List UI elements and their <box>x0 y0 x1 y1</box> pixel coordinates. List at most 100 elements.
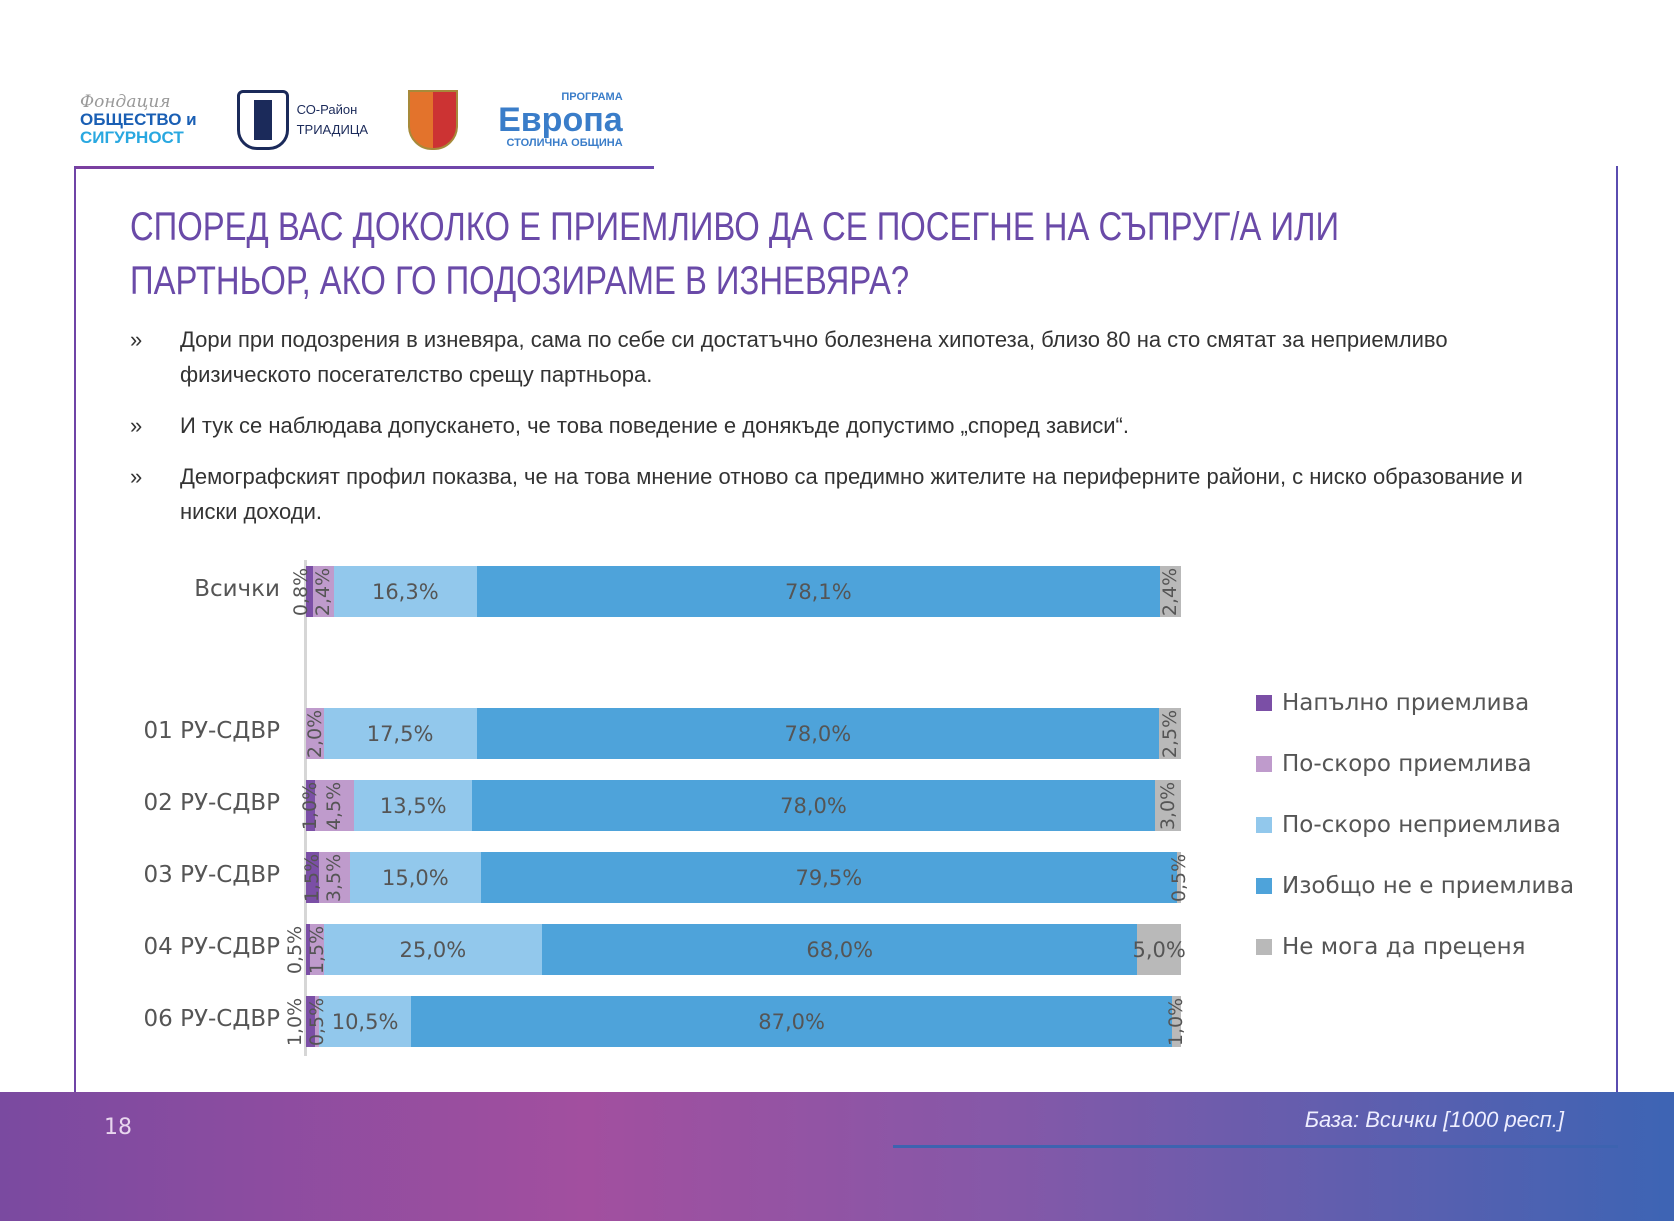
data-label-holder: 0,5% <box>284 924 306 975</box>
bar-segment <box>1160 566 1181 617</box>
data-label-holder: 68,0% <box>542 924 1137 975</box>
data-label: 0,8% <box>290 567 313 616</box>
legend-swatch <box>1256 877 1272 894</box>
y-axis-line <box>304 560 307 1056</box>
data-label: 78,0% <box>784 721 852 746</box>
data-label-holder: 15,0% <box>350 852 481 903</box>
bar-segment <box>472 780 1155 831</box>
bar-segment <box>1176 852 1181 903</box>
legend-label: Не мога да преценя <box>1282 933 1526 960</box>
data-label-holder: 13,5% <box>354 780 472 831</box>
bar-segment <box>319 996 411 1047</box>
legend-swatch <box>1256 816 1272 833</box>
data-label: 78,1% <box>784 579 852 604</box>
data-label: 2,0% <box>303 709 326 758</box>
data-label-holder: 25,0% <box>324 924 543 975</box>
bar-segment <box>334 566 477 617</box>
category-label: 01 РУ-СДВР <box>143 718 280 744</box>
data-label: 1,0% <box>299 781 322 830</box>
logos: Фондация ОБЩЕСТВО и СИГУРНОСТ СО-Район ТРИА… <box>80 85 623 155</box>
data-label-holder: 87,0% <box>411 996 1172 1047</box>
legend-label: Изобщо не е приемлива <box>1282 872 1575 899</box>
data-label: 5,0% <box>1132 937 1186 962</box>
bar-segment <box>306 852 320 903</box>
bar-segment <box>1159 708 1181 759</box>
data-label: 2,4% <box>1159 567 1182 616</box>
data-label-holder: 3,5% <box>323 852 345 903</box>
category-label: 03 РУ-СДВР <box>143 862 280 888</box>
page-title: СПОРЕД ВАС ДОКОЛКО Е ПРИЕМЛИВО ДА СЕ ПОС… <box>130 205 1340 303</box>
data-label: 10,5% <box>331 1009 399 1034</box>
bar-segment <box>1137 924 1181 975</box>
category-label: 06 РУ-СДВР <box>143 1006 280 1032</box>
bullet-item: » Дори при подозрения в изневяра, сама по… <box>130 327 1448 387</box>
data-label-holder: 1,0% <box>299 780 321 831</box>
bullet-item: » И тук се наблюдава допускането, че това… <box>130 413 1129 438</box>
data-label-holder: 1,0% <box>1166 996 1188 1047</box>
bar-segment <box>306 566 313 617</box>
category-label: 04 РУ-СДВР <box>143 934 280 960</box>
data-label: 1,5% <box>301 853 324 902</box>
bar-segment <box>306 780 315 831</box>
bar-segment <box>310 924 324 975</box>
data-label: 0,5% <box>283 925 306 974</box>
logo-sofia-crest <box>408 90 459 150</box>
data-label: 3,0% <box>1156 781 1179 830</box>
legend-item: Напълно приемлива <box>1256 672 1574 733</box>
data-label-holder: 0,8% <box>291 566 313 617</box>
bullet-list: » Дори при подозрения в изневяра, сама по… <box>130 322 1530 545</box>
data-label-holder: 1,0% <box>284 996 306 1047</box>
data-label: 79,5% <box>795 865 863 890</box>
logo-programa-evropa: ПРОГРАМА Европа СТОЛИЧНА ОБЩИНА <box>498 91 623 149</box>
bar-segment <box>306 708 324 759</box>
legend-label: По-скоро неприемлива <box>1282 811 1561 838</box>
data-label-holder: 78,1% <box>477 566 1160 617</box>
frame-left <box>74 166 76 1148</box>
data-label: 13,5% <box>379 793 447 818</box>
footer-line <box>893 1145 1618 1148</box>
data-label: 2,5% <box>1159 709 1182 758</box>
bar-segment <box>1154 780 1181 831</box>
data-label-holder: 10,5% <box>319 996 411 1047</box>
data-label: 2,4% <box>312 567 335 616</box>
logo-society-security: Фондация ОБЩЕСТВО и СИГУРНОСТ <box>80 92 197 147</box>
data-label: 68,0% <box>806 937 874 962</box>
bar-segment <box>323 708 477 759</box>
data-label-holder: 4,5% <box>323 780 345 831</box>
logo-triaditsa: СО-Район ТРИАДИЦА <box>236 90 368 150</box>
legend-item: Изобщо не е приемлива <box>1256 855 1574 916</box>
data-label: 15,0% <box>382 865 449 890</box>
data-label-holder: 5,0% <box>1132 924 1185 975</box>
bar-segment <box>314 780 355 831</box>
legend-swatch <box>1256 755 1272 772</box>
data-label-holder: 1,5% <box>301 852 323 903</box>
data-label-holder: 2,4% <box>1160 566 1182 617</box>
legend-item: По-скоро неприемлива <box>1256 794 1574 855</box>
data-label: 1,0% <box>283 997 306 1046</box>
bar-segment <box>1172 996 1181 1047</box>
divider <box>75 166 654 169</box>
legend-label: Напълно приемлива <box>1282 689 1530 716</box>
bar-segment <box>542 924 1138 975</box>
bar-segment <box>349 852 481 903</box>
legend-swatch <box>1256 694 1272 711</box>
frame-right <box>1616 166 1618 1148</box>
data-label: 16,3% <box>371 579 439 604</box>
data-label: 1,0% <box>1165 997 1188 1046</box>
chart-legend: Напълно приемлива По-скоро приемлива По-ск… <box>1256 672 1574 977</box>
category-label: 02 РУ-СДВР <box>143 790 280 816</box>
bar-segment <box>306 924 311 975</box>
bar-segment <box>481 852 1177 903</box>
bar-segment <box>319 852 350 903</box>
base-note: База: Всички [1000 респ.] <box>1304 1107 1564 1132</box>
data-label: 78,0% <box>780 793 847 818</box>
data-label: 17,5% <box>366 721 434 746</box>
bar-segment <box>314 996 320 1047</box>
legend-swatch <box>1256 938 1272 955</box>
bar-segment <box>476 708 1160 759</box>
category-label: Всички <box>194 576 280 602</box>
footer-band <box>0 1092 1674 1221</box>
data-label: 25,0% <box>399 937 467 962</box>
data-label-holder: 2,0% <box>304 708 326 759</box>
page-number: 18 <box>104 1115 132 1140</box>
